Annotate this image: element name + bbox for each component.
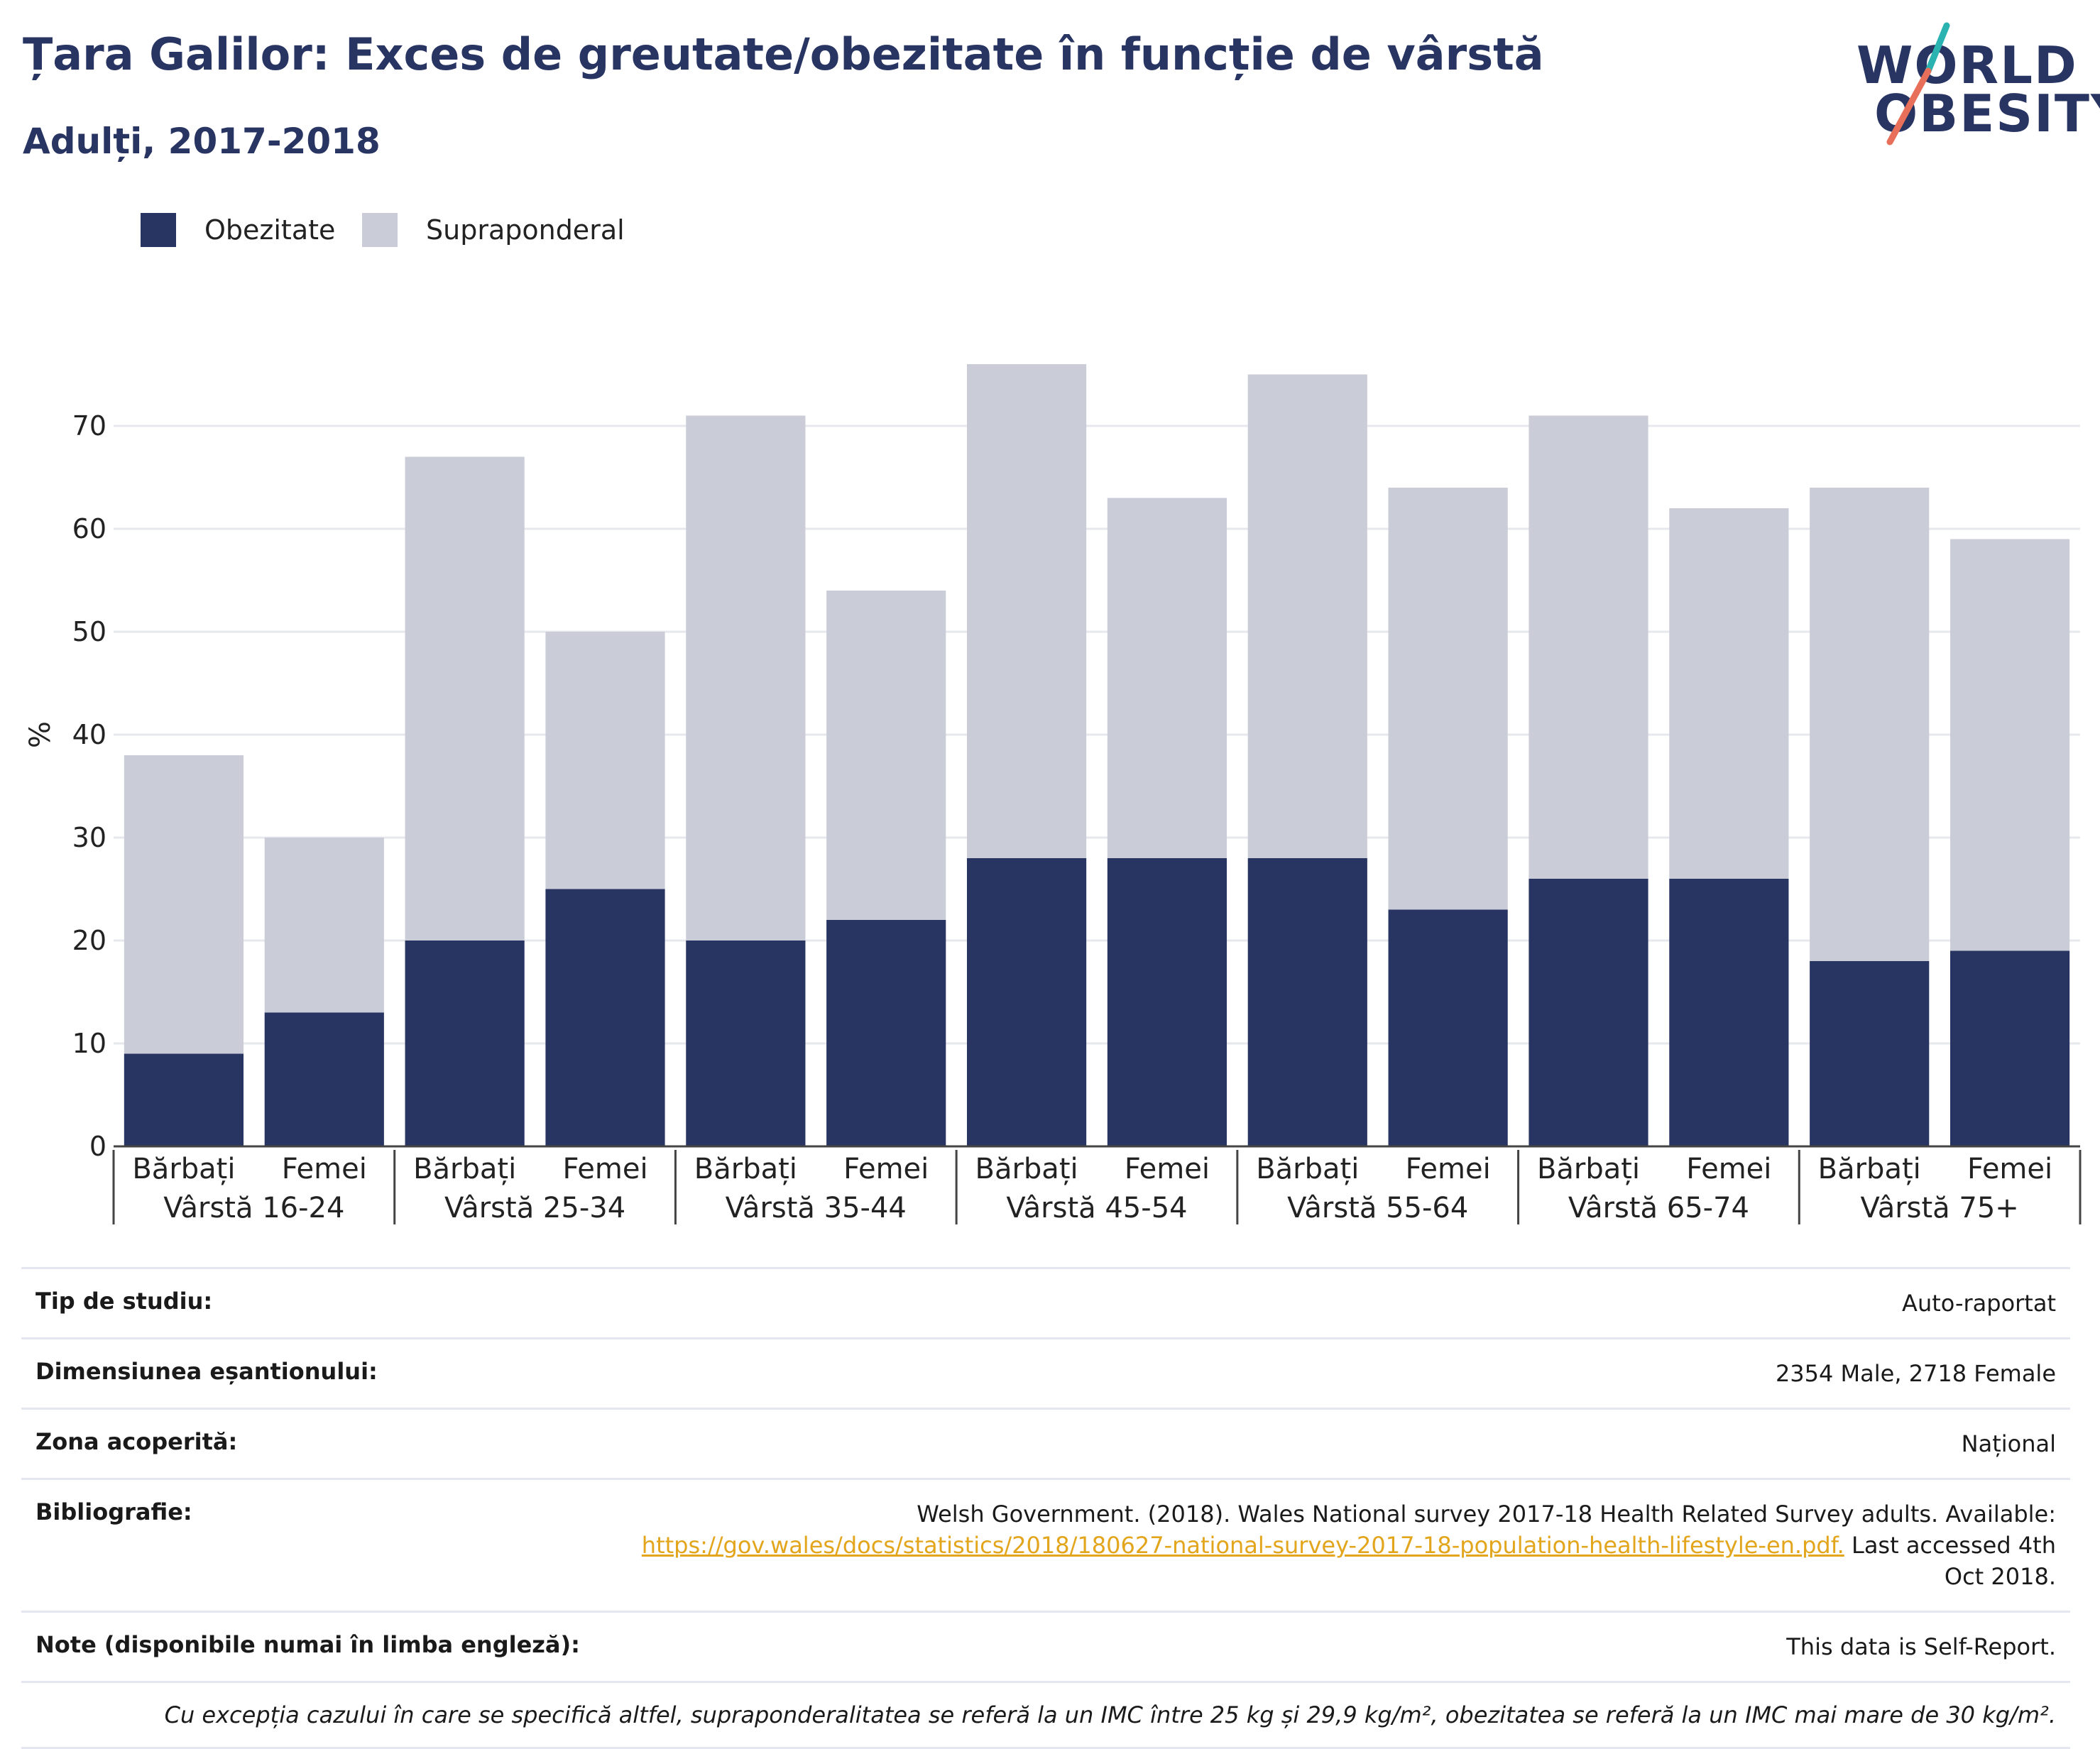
bibliography-accessed: Last accessed 4th Oct 2018.	[1851, 1532, 2056, 1590]
bar-supraponderal	[1388, 488, 1508, 910]
legend-item-supraponderal: Supraponderal	[362, 213, 625, 247]
y-tick-label: 10	[72, 1028, 106, 1059]
x-group-label: Vârstă 16-24	[163, 1192, 344, 1224]
legend-swatch-supraponderal	[362, 213, 398, 247]
info-value: Național	[1961, 1430, 2056, 1457]
info-row-coverage: Zona acoperită: Național	[21, 1408, 2070, 1478]
bar-supraponderal	[826, 591, 946, 920]
bar-obezitate	[966, 858, 1087, 1146]
world-obesity-logo: WORLD OBESITY	[1846, 21, 2100, 149]
x-group-label: Vârstă 75+	[1860, 1192, 2018, 1224]
legend-label-obezitate: Obezitate	[204, 214, 336, 246]
info-label: Bibliografie:	[35, 1498, 192, 1525]
info-label: Dimensiunea eșantionului:	[35, 1358, 378, 1385]
x-group-label: Vârstă 35-44	[726, 1192, 907, 1224]
bar-supraponderal	[545, 632, 665, 889]
info-value: Auto-raportat	[1902, 1290, 2056, 1317]
bar-supraponderal	[966, 364, 1087, 858]
x-subcategory-label: Femei	[1686, 1153, 1771, 1185]
logo-line1: WORLD	[1856, 35, 2078, 95]
y-tick-label: 0	[89, 1131, 106, 1162]
legend-item-obezitate: Obezitate	[141, 213, 335, 247]
x-group-label: Vârstă 65-74	[1568, 1192, 1749, 1224]
study-info-table: Tip de studiu: Auto-raportat Dimensiunea…	[21, 1267, 2070, 1749]
bar-obezitate	[686, 941, 806, 1146]
bar-obezitate	[1388, 909, 1508, 1146]
info-value: This data is Self-Report.	[1786, 1633, 2056, 1660]
bar-obezitate	[1107, 858, 1227, 1146]
logo-slash-icon	[1886, 22, 1950, 146]
info-label: Note (disponibile numai în limba engleză…	[35, 1631, 580, 1658]
bar-obezitate	[264, 1012, 384, 1146]
bibliography-value: Welsh Government. (2018). Wales National…	[636, 1498, 2056, 1592]
bar-obezitate	[405, 941, 525, 1146]
bibliography-link[interactable]: https://gov.wales/docs/statistics/2018/1…	[641, 1532, 1844, 1559]
x-subcategory-label: Bărbați	[1537, 1153, 1640, 1185]
x-subcategory-label: Femei	[843, 1153, 929, 1185]
info-label: Zona acoperită:	[35, 1428, 238, 1455]
stacked-bar-chart: 0 10 20 30 40 50 60 70% Bărbați Femei Bărbați Femei…	[24, 364, 2082, 1224]
definition-footnote: Cu excepția cazului în care se specifică…	[21, 1681, 2070, 1749]
y-tick-label: 60	[72, 513, 106, 544]
x-subcategory-label: Bărbați	[1256, 1153, 1359, 1185]
x-group-label: Vârstă 25-34	[444, 1192, 625, 1224]
x-subcategory-label: Bărbați	[975, 1153, 1078, 1185]
bar-obezitate	[1247, 858, 1367, 1146]
x-subcategory-label: Femei	[1406, 1153, 1491, 1185]
y-tick-label: 30	[72, 822, 106, 853]
x-subcategory-label: Bărbați	[132, 1153, 235, 1185]
x-subcategory-label: Femei	[282, 1153, 367, 1185]
y-tick-label: 70	[72, 410, 106, 442]
y-tick-label: 20	[72, 925, 106, 956]
info-row-sample-size: Dimensiunea eșantionului: 2354 Male, 271…	[21, 1337, 2070, 1408]
logo-line2: OBESITY	[1874, 84, 2100, 143]
legend-swatch-obezitate	[141, 213, 176, 247]
bar-obezitate	[1528, 879, 1648, 1146]
x-subcategory-label: Bărbați	[1818, 1153, 1921, 1185]
x-subcategory-label: Femei	[1125, 1153, 1210, 1185]
x-subcategory-label: Bărbați	[413, 1153, 516, 1185]
bar-obezitate	[545, 889, 665, 1146]
bar-supraponderal	[264, 838, 384, 1013]
bar-supraponderal	[1107, 498, 1227, 858]
bar-supraponderal	[405, 456, 525, 941]
info-row-notes: Note (disponibile numai în limba engleză…	[21, 1611, 2070, 1681]
x-subcategory-label: Bărbați	[694, 1153, 797, 1185]
y-tick-label: 50	[72, 616, 106, 647]
bar-supraponderal	[124, 755, 244, 1054]
bar-supraponderal	[1247, 374, 1367, 858]
legend-label-supraponderal: Supraponderal	[426, 214, 625, 246]
info-label: Tip de studiu:	[35, 1288, 213, 1315]
bar-obezitate	[1810, 961, 1930, 1146]
x-group-label: Vârstă 55-64	[1287, 1192, 1468, 1224]
bar-obezitate	[124, 1053, 244, 1146]
info-row-bibliography: Bibliografie: Welsh Government. (2018). …	[21, 1478, 2070, 1611]
bar-supraponderal	[1669, 508, 1789, 879]
info-value: 2354 Male, 2718 Female	[1775, 1360, 2056, 1387]
y-tick-label: 40	[72, 719, 106, 750]
bar-supraponderal	[686, 415, 806, 941]
y-axis-label: %	[24, 721, 57, 748]
bibliography-text: Welsh Government. (2018). Wales National…	[917, 1501, 2056, 1528]
bar-supraponderal	[1528, 415, 1648, 879]
bar-obezitate	[826, 920, 946, 1146]
bar-obezitate	[1949, 950, 2070, 1146]
x-subcategory-label: Femei	[1967, 1153, 2052, 1185]
bar-supraponderal	[1949, 539, 2070, 951]
bar-obezitate	[1669, 879, 1789, 1146]
x-subcategory-label: Femei	[562, 1153, 647, 1185]
page-title: Țara Galilor: Exces de greutate/obezitat…	[23, 28, 1544, 80]
x-group-label: Vârstă 45-54	[1006, 1192, 1187, 1224]
info-row-study-type: Tip de studiu: Auto-raportat	[21, 1267, 2070, 1337]
page-subtitle: Adulți, 2017-2018	[23, 121, 381, 162]
bar-supraponderal	[1810, 488, 1930, 961]
